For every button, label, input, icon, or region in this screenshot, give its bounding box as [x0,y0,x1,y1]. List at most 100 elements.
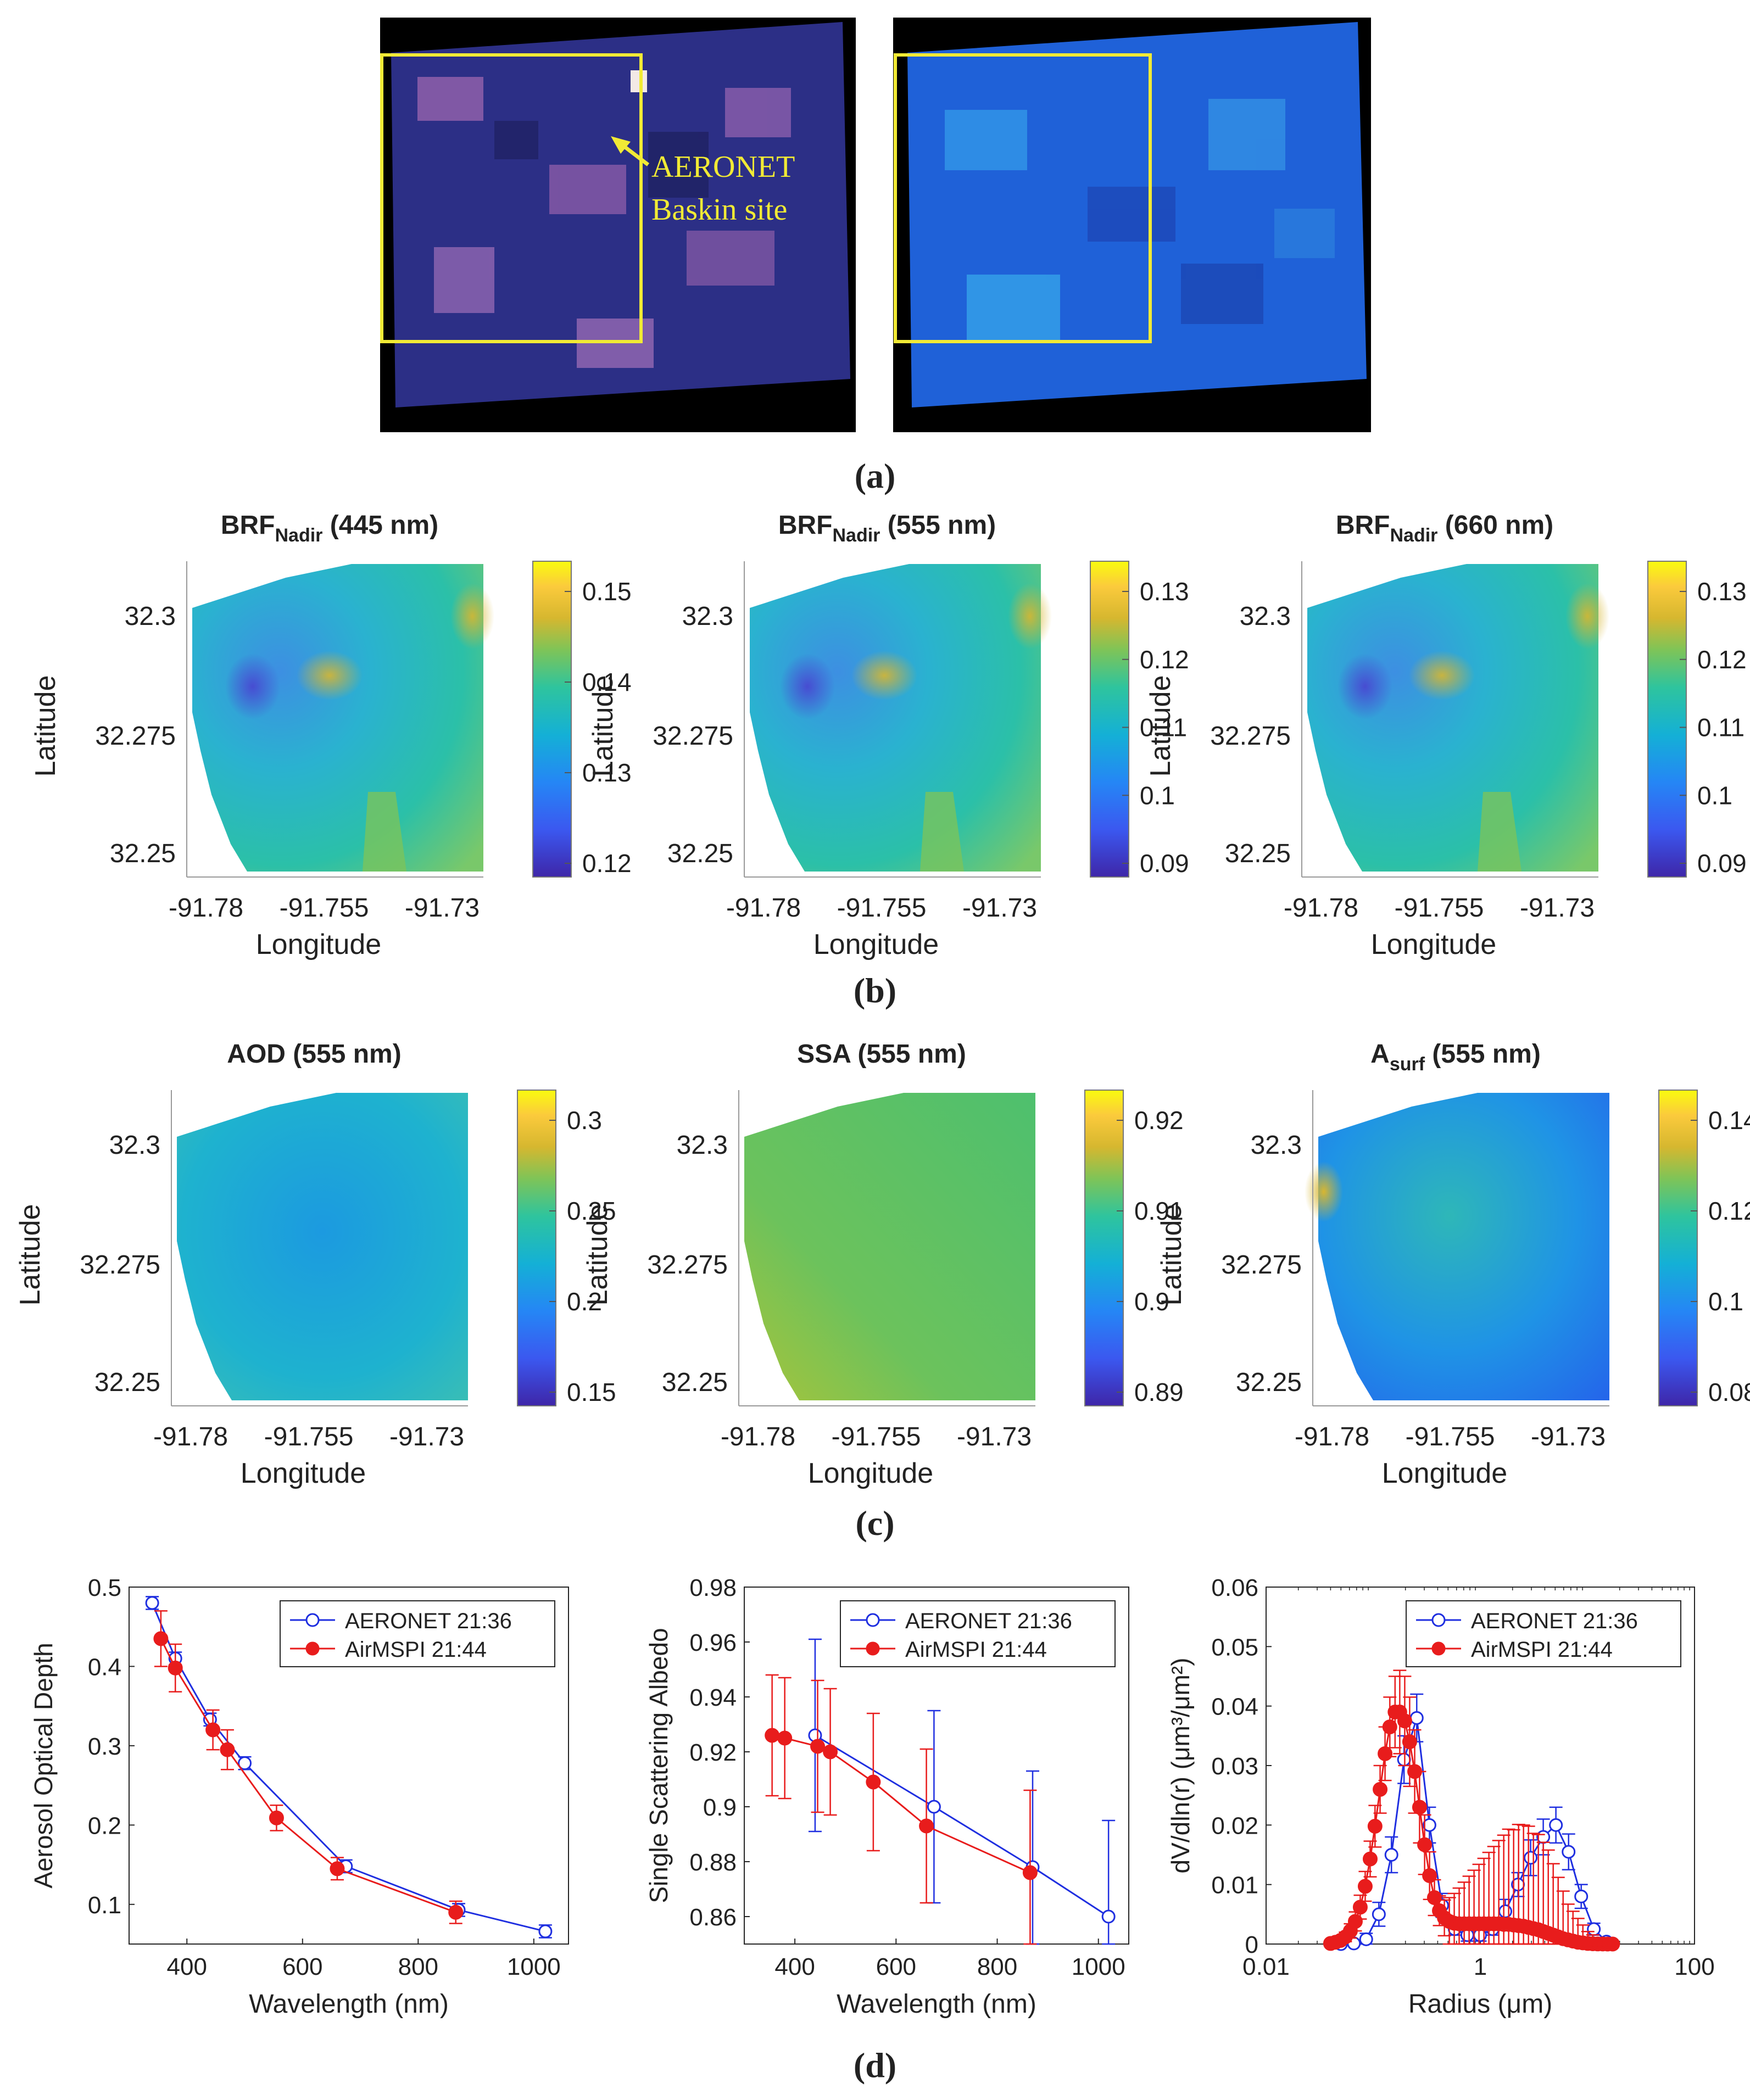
map-x-label: Longitude [1382,1457,1507,1489]
data-point [153,1631,169,1646]
x-axis-label: Radius (μm) [1408,1990,1552,2019]
x-tick-label: 100 [1674,1953,1714,1980]
y-tick-label: 0.03 [1211,1753,1258,1780]
map-y-tick: 32.275 [1210,722,1291,751]
panel-label-c: (c) [855,1504,894,1543]
colorbar-tick-label: 0.9 [1134,1287,1169,1316]
map-x-tick: -91.78 [721,1422,795,1451]
colorbar-tick-label: 0.15 [582,577,632,606]
map-title: BRFNadir (555 nm) [778,511,996,546]
map-panels: -91.78 -91.755 -91.73 32.3 32.275 32.25 Longit… [14,511,1750,1489]
map-x-tick: -91.78 [169,893,243,923]
map-panel: -91.78 -91.755 -91.73 32.3 32.275 32.25 Longit… [1156,1040,1750,1489]
series-airmspi [1323,1669,1620,1952]
data-point [1362,1851,1378,1867]
data-point [1562,1845,1576,1859]
map-x-tick: -91.755 [832,1422,921,1451]
map-dark-spot [225,654,280,719]
map-y-tick: 32.3 [682,602,733,631]
map-y-tick: 32.25 [662,1368,728,1397]
data-point [1373,1781,1388,1797]
data-point [538,1924,553,1939]
panel-label-d: (d) [854,2046,896,2085]
legend-label: AirMSPI 21:44 [1471,1638,1613,1662]
legend-label: AERONET 21:36 [905,1609,1072,1633]
data-point [1422,1868,1437,1883]
map-panel: -91.78 -91.755 -91.73 32.3 32.275 32.25 Longit… [14,1040,616,1489]
data-point [1498,1904,1513,1918]
series-airmspi [153,1610,464,1924]
map-x-label: Longitude [1371,929,1496,960]
data-point [1022,1865,1038,1880]
map-x-tick: -91.755 [837,893,927,923]
map-image [750,564,1041,872]
data-point [1402,1734,1417,1750]
series-aeronet [808,1638,1116,1945]
data-point [1426,1890,1442,1905]
map-y-label: Latitude [30,675,62,777]
series-line [815,1734,1110,1918]
colorbar [517,1090,556,1406]
map-title: BRFNadir (660 nm) [1336,511,1553,546]
data-point [205,1722,221,1738]
map-x-tick: -91.73 [957,1422,1032,1451]
map-y-tick: 32.25 [110,839,176,868]
y-tick-label: 0.88 [689,1849,737,1876]
chart: 0.1 0.2 0.3 0.4 0.5 400 600 800 1000 Wavelength (… [29,1574,569,2019]
y-tick-label: 0 [1245,1931,1258,1958]
map-x-tick: -91.755 [264,1422,354,1451]
map-image [744,1093,1035,1400]
map-dark-spot [780,654,835,719]
data-point [1101,1909,1116,1924]
colorbar-tick-label: 0.1 [1708,1287,1743,1316]
map-y-tick: 32.275 [80,1250,160,1280]
y-axis-label: dV/dln(r) (μm³/μm²) [1166,1658,1195,1874]
right-highlight-box [894,53,1152,343]
x-tick-label: 400 [167,1953,207,1980]
y-tick-label: 0.06 [1211,1574,1258,1601]
x-tick-label: 600 [282,1953,322,1980]
map-title-rest: (555 nm) [1425,1040,1541,1069]
data-point [220,1742,235,1757]
right-image-fields [945,99,1335,340]
colorbar-tick-label: 0.1 [1140,781,1175,809]
data-point [1412,1800,1427,1815]
data-point [823,1744,838,1760]
colorbar-tick-label: 0.11 [1140,713,1187,742]
data-point [1372,1907,1386,1922]
map-y-tick: 32.3 [125,602,176,631]
map-panel: -91.78 -91.755 -91.73 32.3 32.275 32.25 Longit… [587,511,1189,960]
map-image [192,564,483,872]
map-dark-spot [1337,654,1392,719]
colorbar-tick-label: 0.12 [1697,645,1747,674]
data-point [330,1861,345,1876]
chart: 0.86 0.88 0.9 0.92 0.94 0.96 0.98 400 600 800 1000… [644,1574,1129,2019]
legend-box [840,1600,1116,1667]
legend-label: AERONET 21:36 [345,1609,512,1633]
map-title: SSA (555 nm) [797,1040,966,1069]
map-image [177,1093,468,1400]
colorbar-tick-label: 0.11 [1697,713,1745,742]
series-airmspi [765,1674,1038,1945]
map-x-label: Longitude [241,1457,366,1489]
y-tick-label: 0.1 [88,1892,121,1919]
map-y-tick: 32.275 [647,1250,728,1280]
data-point [1409,1711,1424,1725]
x-tick-label: 1000 [1072,1953,1125,1980]
data-point [810,1739,826,1754]
map-title-rest: (660 nm) [1437,511,1553,540]
legend-marker [305,1613,320,1627]
colorbar-tick-label: 0.3 [567,1106,602,1135]
map-title-sub: surf [1390,1054,1425,1075]
map-title-sub: Nadir [275,525,323,546]
data-point [1352,1900,1368,1915]
y-tick-label: 0.01 [1211,1872,1258,1899]
legend-marker [866,1613,880,1627]
map-x-tick: -91.78 [1284,893,1358,923]
legend-marker [305,1641,320,1656]
y-tick-label: 0.05 [1211,1634,1258,1661]
map-title-sub: Nadir [833,525,880,546]
map-edge-spot [450,583,494,649]
legend-label: AERONET 21:36 [1471,1609,1638,1633]
map-title-main: BRF [778,511,833,540]
